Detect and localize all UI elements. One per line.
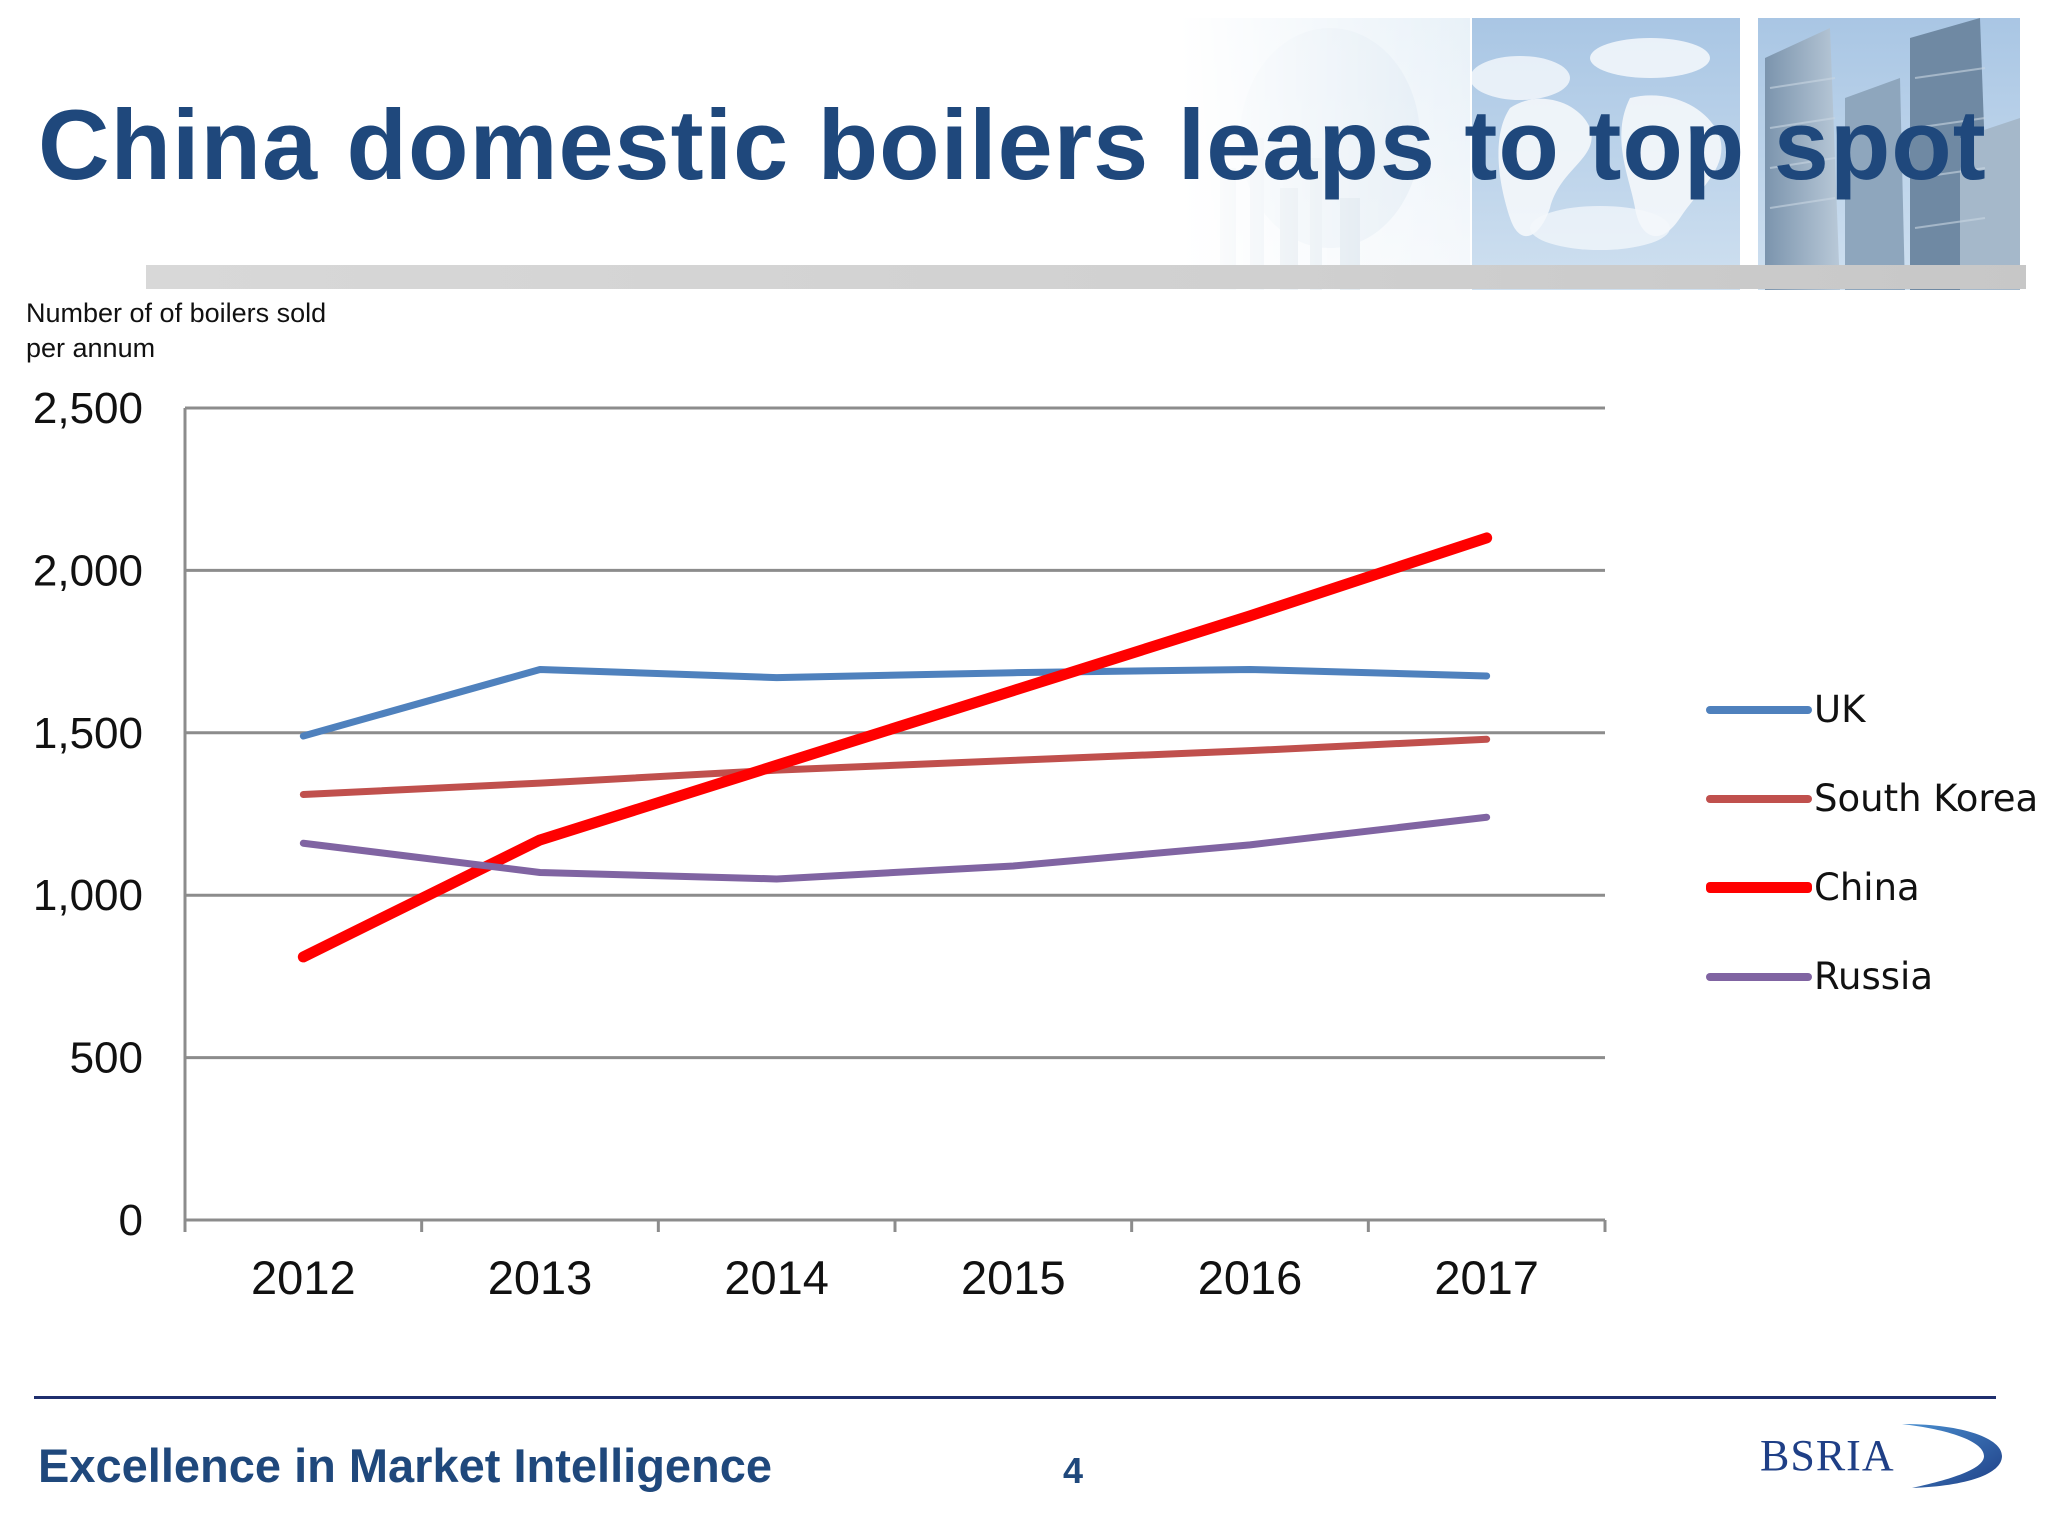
- x-tick-label: 2013: [488, 1251, 593, 1304]
- series-line-china: [297, 532, 1493, 963]
- svg-text:BSRIA: BSRIA: [1760, 1431, 1895, 1480]
- legend-swatch-russia: [1706, 973, 1812, 981]
- series-line-russia: [299, 813, 1491, 883]
- y-axis-caption: Number of of boilers sold per annum: [26, 296, 386, 366]
- y-axis-caption-line2: per annum: [26, 333, 156, 363]
- y-axis-caption-line1: Number of of boilers sold: [26, 298, 327, 328]
- footer-divider: [34, 1396, 1996, 1399]
- legend-swatch-uk: [1706, 706, 1812, 714]
- bsria-logo: BSRIA: [1752, 1418, 2004, 1490]
- y-tick-label: 1,000: [33, 871, 143, 920]
- x-tick-label: 2014: [724, 1251, 829, 1304]
- legend-label-russia: Russia: [1814, 955, 1934, 998]
- series-line-uk: [299, 665, 1491, 740]
- y-tick-label: 500: [70, 1034, 143, 1083]
- footer-tagline: Excellence in Market Intelligence: [38, 1439, 773, 1492]
- y-tick-label: 0: [119, 1196, 143, 1245]
- x-tick-label: 2016: [1198, 1251, 1303, 1304]
- page-number: 4: [1063, 1450, 1084, 1491]
- legend-label-china: China: [1814, 866, 1920, 909]
- x-tick-label: 2015: [961, 1251, 1066, 1304]
- page-title: China domestic boilers leaps to top spot: [38, 89, 1987, 200]
- header-divider-bar: [146, 265, 2026, 289]
- line-chart: 0 500 1,000 1,500 2,000 2,500 2012 2013 2014 2015…: [33, 384, 1607, 1304]
- series-line-south-korea: [299, 735, 1491, 799]
- y-tick-label: 2,500: [33, 384, 143, 433]
- y-tick-label: 2,000: [33, 546, 143, 595]
- legend-swatch-south-korea: [1706, 795, 1812, 803]
- x-tick-label: 2012: [251, 1251, 356, 1304]
- legend-swatch-china: [1706, 882, 1812, 893]
- legend-label-south-korea: South Korea: [1814, 777, 2039, 820]
- x-tick-label: 2017: [1434, 1251, 1539, 1304]
- y-tick-label: 1,500: [33, 709, 143, 758]
- legend-label-uk: UK: [1814, 688, 1866, 731]
